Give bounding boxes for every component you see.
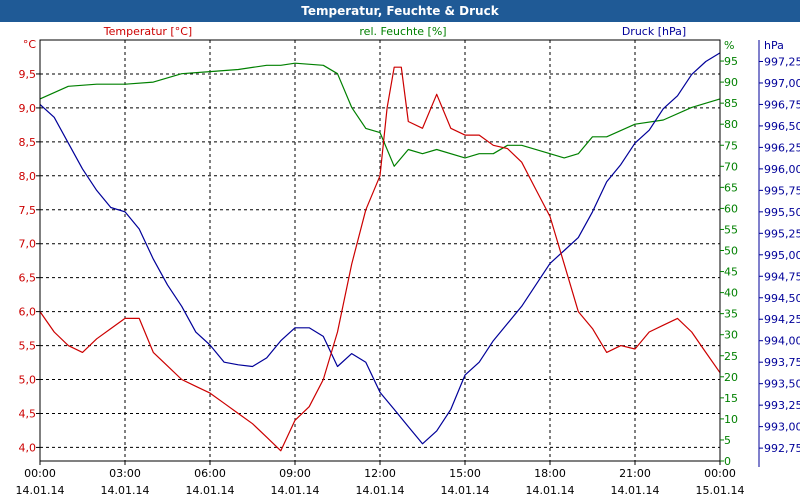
x-tick-date: 14.01.14 — [16, 484, 65, 497]
pressure-tick-label: 994,50 — [764, 292, 800, 305]
temperature-tick-label: 7,0 — [19, 238, 37, 251]
temperature-tick-label: 6,0 — [19, 306, 37, 319]
grid-lines — [40, 40, 720, 461]
temperature-series-label: Temperatur [°C] — [103, 25, 192, 38]
humidity-tick-label: 35 — [724, 308, 738, 321]
pressure-tick-label: 994,25 — [764, 313, 800, 326]
pressure-tick-label: 995,75 — [764, 184, 800, 197]
x-tick-date: 14.01.14 — [526, 484, 575, 497]
pressure-series-label: Druck [hPa] — [622, 25, 686, 38]
x-tick-time: 21:00 — [619, 467, 651, 480]
humidity-tick-label: 75 — [724, 139, 738, 152]
humidity-tick-label: 30 — [724, 329, 738, 342]
pressure-tick-label: 993,00 — [764, 421, 800, 434]
pressure-tick-label: 995,50 — [764, 206, 800, 219]
humidity-tick-label: 95 — [724, 55, 738, 68]
humidity-tick-label: 85 — [724, 97, 738, 110]
humidity-tick-label: 45 — [724, 266, 738, 279]
pressure-unit: hPa — [764, 39, 784, 52]
pressure-tick-label: 994,75 — [764, 270, 800, 283]
temperature-tick-label: 8,5 — [19, 136, 37, 149]
temperature-tick-label: 5,0 — [19, 374, 37, 387]
humidity-series-label: rel. Feuchte [%] — [359, 25, 446, 38]
temperature-tick-label: 8,0 — [19, 170, 37, 183]
humidity-tick-label: 80 — [724, 118, 738, 131]
pressure-tick-label: 997,25 — [764, 55, 800, 68]
x-tick-time: 06:00 — [194, 467, 226, 480]
x-tick-time: 09:00 — [279, 467, 311, 480]
humidity-tick-label: 20 — [724, 371, 738, 384]
temperature-tick-label: 4,5 — [19, 407, 37, 420]
humidity-tick-label: 10 — [724, 413, 738, 426]
x-tick-date: 14.01.14 — [356, 484, 405, 497]
humidity-unit: % — [724, 39, 734, 52]
humidity-tick-label: 5 — [724, 434, 731, 447]
humidity-tick-label: 90 — [724, 76, 738, 89]
temperature-tick-label: 7,5 — [19, 204, 37, 217]
x-tick-time: 15:00 — [449, 467, 481, 480]
humidity-tick-label: 15 — [724, 392, 738, 405]
pressure-tick-label: 993,75 — [764, 356, 800, 369]
x-tick-date: 14.01.14 — [271, 484, 320, 497]
x-tick-date: 15.01.14 — [696, 484, 745, 497]
x-tick-time: 03:00 — [109, 467, 141, 480]
humidity-tick-label: 25 — [724, 350, 738, 363]
axes-labels: 4,0 4,5 5,0 5,5 6,0 6,5 7,0 7,5 8,0 8,5 9,0 9,5 °C 0 5… — [19, 25, 800, 468]
temperature-unit: °C — [23, 38, 37, 51]
pressure-tick-label: 992,75 — [764, 442, 800, 455]
pressure-tick-label: 996,75 — [764, 98, 800, 111]
pressure-tick-label: 997,00 — [764, 77, 800, 90]
humidity-tick-label: 40 — [724, 287, 738, 300]
x-tick-date: 14.01.14 — [441, 484, 490, 497]
x-tick-time: 18:00 — [534, 467, 566, 480]
pressure-tick-label: 994,00 — [764, 335, 800, 348]
pressure-tick-label: 996,25 — [764, 141, 800, 154]
x-tick-date: 14.01.14 — [101, 484, 150, 497]
series-line-temperature — [39, 66, 721, 452]
pressure-tick-label: 995,25 — [764, 227, 800, 240]
humidity-tick-label: 70 — [724, 160, 738, 173]
x-tick-time: 00:00 — [704, 467, 736, 480]
pressure-tick-label: 993,25 — [764, 399, 800, 412]
chart-title: Temperatur, Feuchte & Druck — [0, 0, 800, 22]
pressure-tick-label: 996,50 — [764, 120, 800, 133]
humidity-tick-label: 55 — [724, 223, 738, 236]
humidity-tick-label: 50 — [724, 245, 738, 258]
humidity-tick-label: 65 — [724, 181, 738, 194]
temperature-tick-label: 5,5 — [19, 340, 37, 353]
pressure-tick-label: 995,00 — [764, 249, 800, 262]
series-line-pressure — [39, 52, 721, 445]
x-axis-labels: 00:00 14.01.14 03:00 14.01.14 06:00 14.01.14 0… — [16, 461, 745, 497]
x-tick-time: 00:00 — [24, 467, 56, 480]
x-tick-date: 14.01.14 — [611, 484, 660, 497]
pressure-tick-label: 993,50 — [764, 378, 800, 391]
chart-background — [0, 22, 800, 500]
temperature-tick-label: 9,0 — [19, 102, 37, 115]
temperature-tick-label: 4,0 — [19, 441, 37, 454]
series-layer — [39, 52, 721, 452]
temperature-tick-label: 6,5 — [19, 272, 37, 285]
temperature-tick-label: 9,5 — [19, 68, 37, 81]
pressure-tick-label: 996,00 — [764, 163, 800, 176]
x-tick-date: 14.01.14 — [186, 484, 235, 497]
chart-canvas: 4,0 4,5 5,0 5,5 6,0 6,5 7,0 7,5 8,0 8,5 9,0 9,5 °C 0 5… — [0, 22, 800, 500]
humidity-tick-label: 60 — [724, 202, 738, 215]
humidity-tick-label: 0 — [724, 455, 731, 468]
series-line-humidity — [39, 62, 721, 167]
x-tick-time: 12:00 — [364, 467, 396, 480]
